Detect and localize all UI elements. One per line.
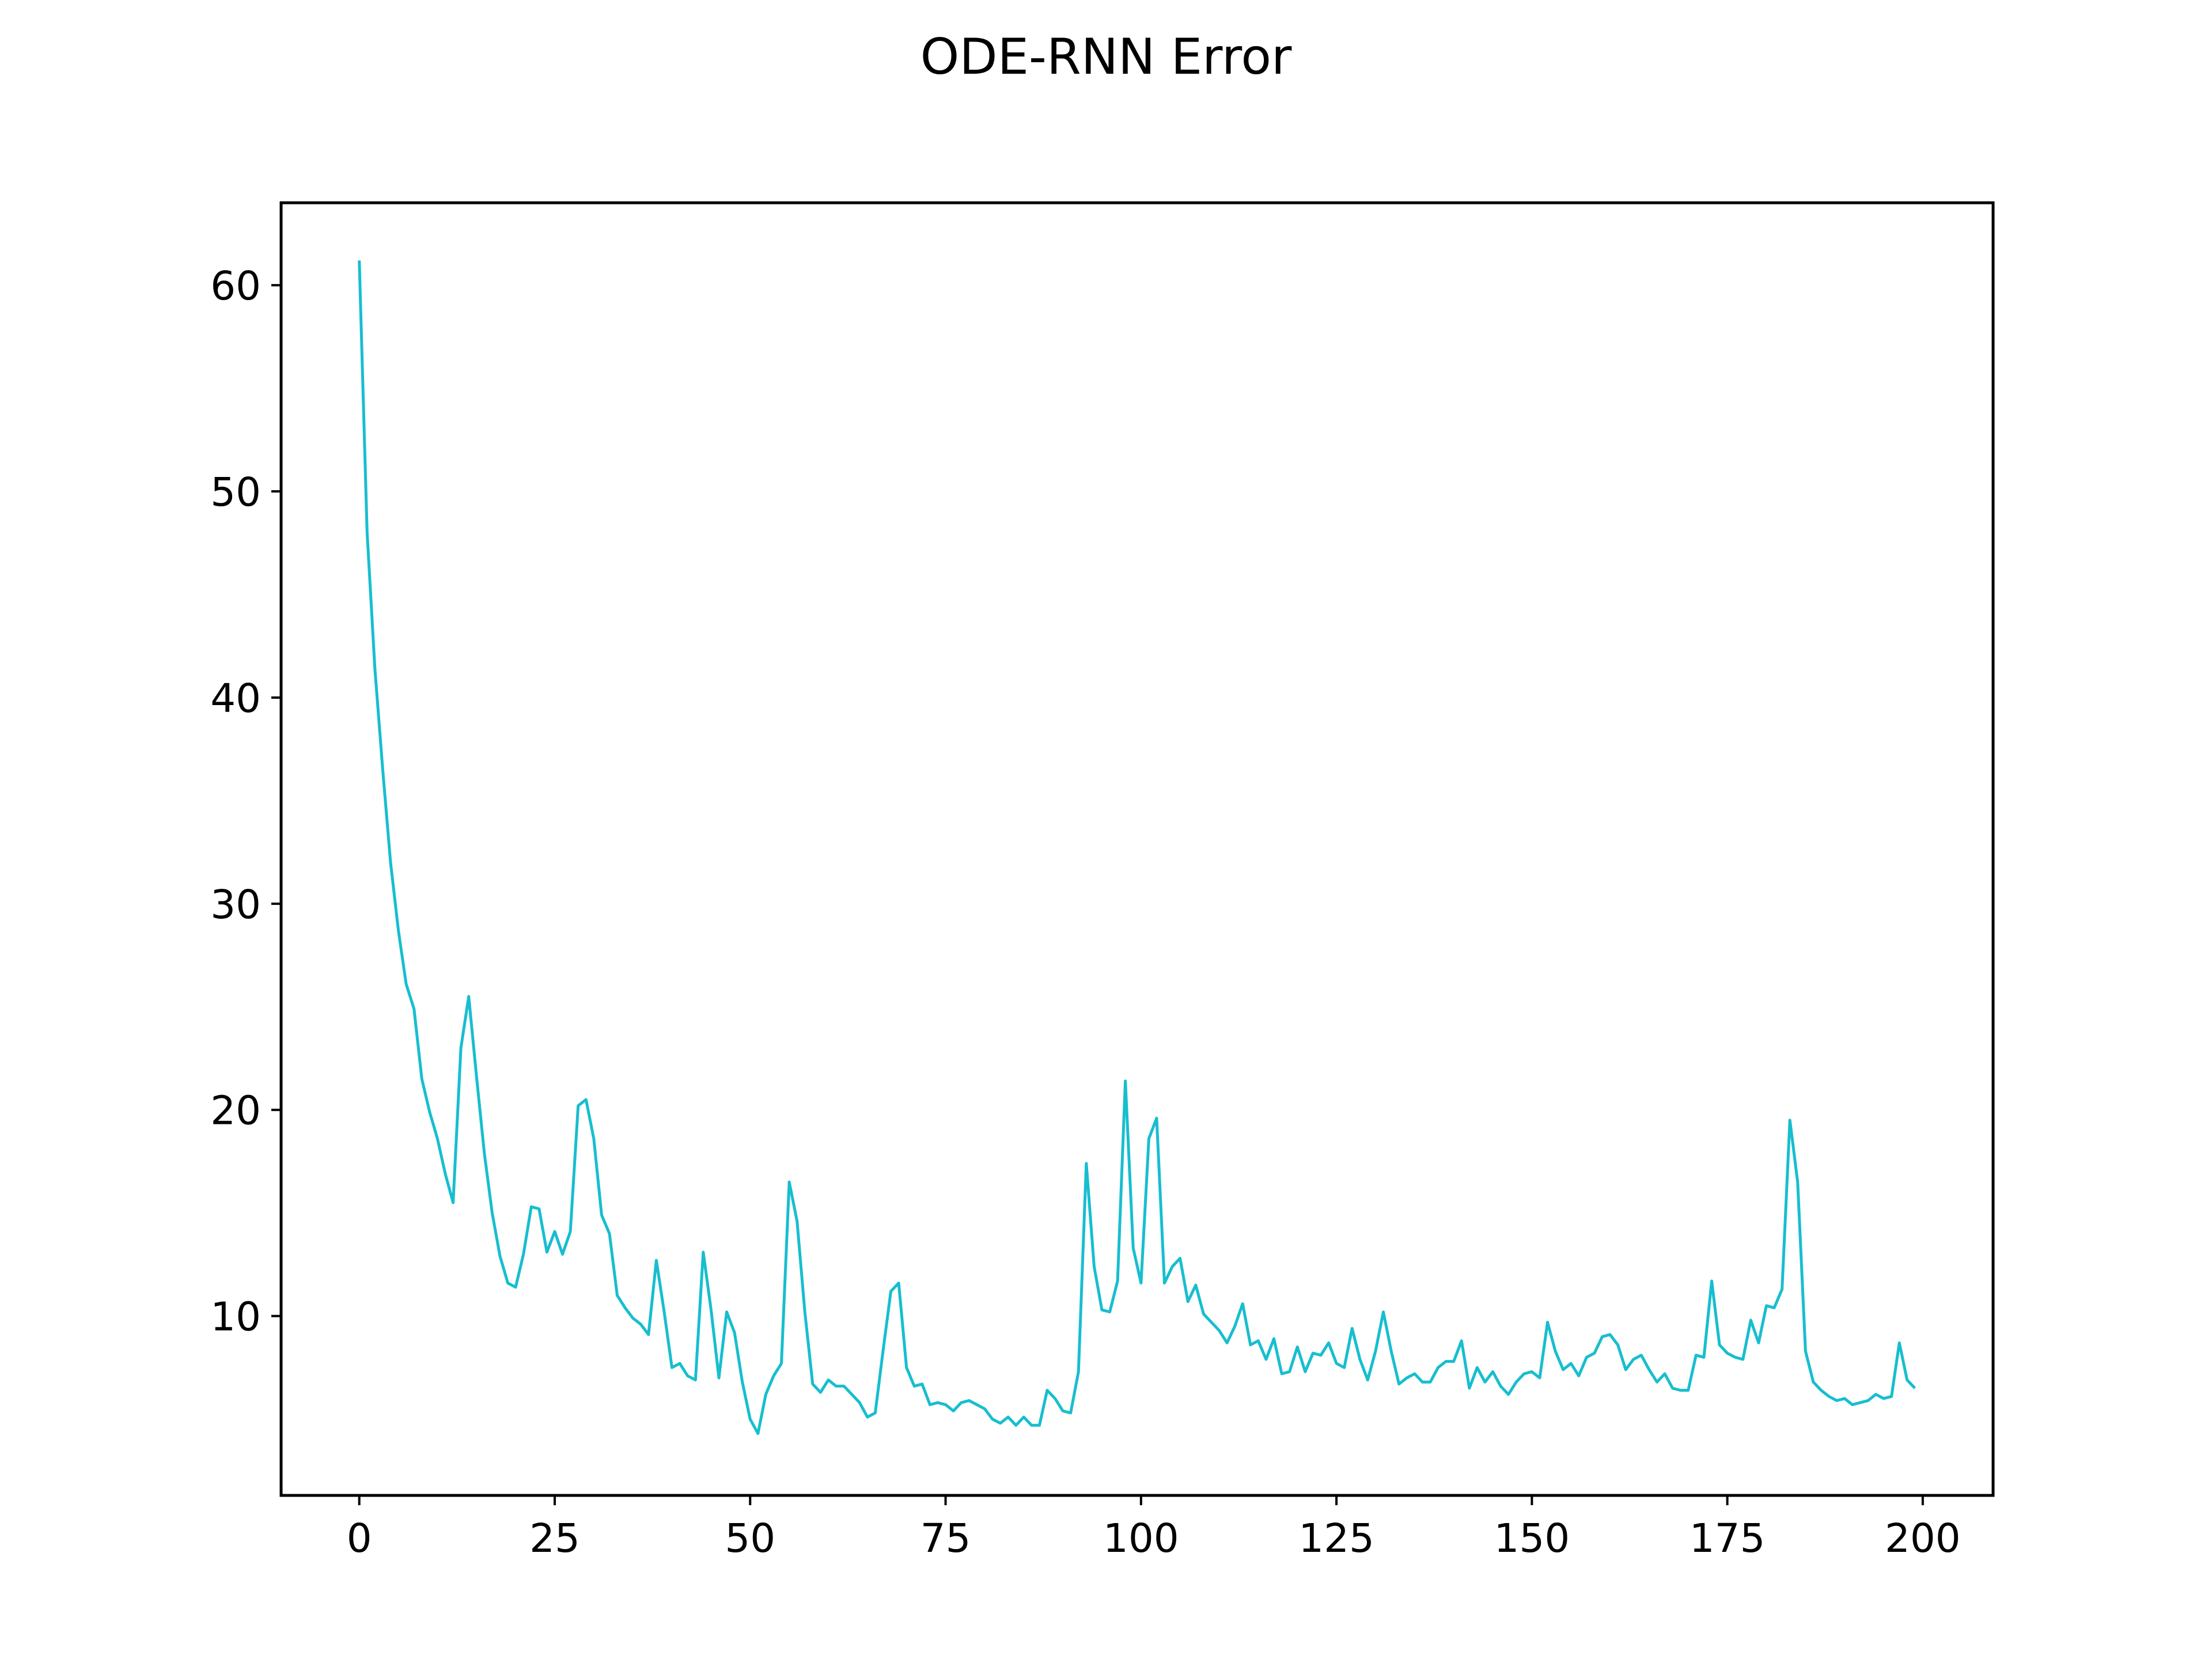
- y-tick-label: 50: [210, 469, 261, 516]
- y-tick-label: 10: [210, 1294, 261, 1340]
- y-tick-label: 30: [210, 882, 261, 928]
- x-axis: 0 25 50 75 100 125 150 175 200: [347, 1495, 1961, 1562]
- y-tick-label: 20: [210, 1088, 261, 1134]
- x-tick-label: 100: [1103, 1516, 1179, 1562]
- x-tick-label: 75: [921, 1516, 971, 1562]
- x-tick-label: 150: [1494, 1516, 1570, 1562]
- x-tick-label: 175: [1690, 1516, 1766, 1562]
- plot-area: [358, 260, 1916, 1435]
- plot-frame: [279, 201, 1995, 1497]
- x-tick-label: 0: [347, 1516, 372, 1562]
- series-line-0: [358, 260, 1916, 1435]
- x-tick-label: 200: [1885, 1516, 1961, 1562]
- y-axis: 10 20 30 40 50 60: [210, 263, 281, 1340]
- chart-title: ODE-RNN Error: [921, 28, 1292, 86]
- y-tick-label: 60: [210, 263, 261, 309]
- y-tick-label: 40: [210, 676, 261, 722]
- x-tick-label: 25: [529, 1516, 580, 1562]
- x-tick-label: 50: [725, 1516, 775, 1562]
- x-tick-label: 125: [1298, 1516, 1374, 1562]
